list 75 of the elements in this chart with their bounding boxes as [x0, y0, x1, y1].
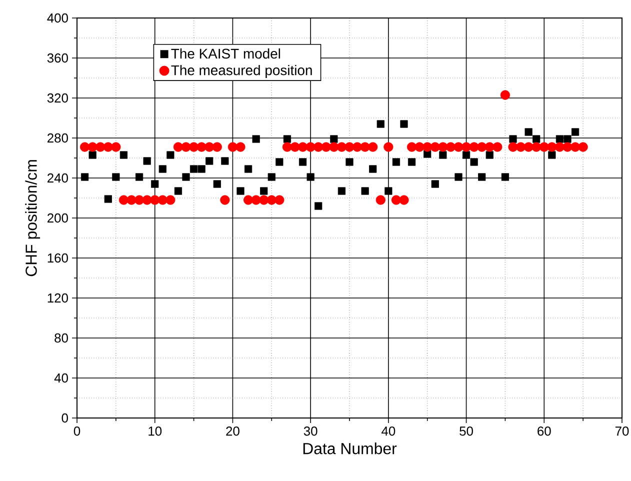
x-tick-label: 20	[226, 426, 240, 436]
y-tick-label: 200	[48, 213, 68, 223]
x-tick-label: 0	[74, 426, 80, 436]
point	[221, 157, 229, 165]
point	[213, 180, 221, 188]
x-tick-label: 70	[615, 426, 629, 436]
y-tick-label: 400	[47, 13, 68, 23]
point	[330, 135, 338, 143]
point	[548, 151, 556, 159]
point	[80, 173, 89, 181]
point	[361, 187, 369, 195]
y-tick-label: 160	[48, 253, 68, 263]
point	[306, 173, 314, 181]
x-tick-label: 60	[538, 426, 551, 436]
point	[346, 158, 354, 166]
point	[564, 135, 572, 143]
point	[88, 151, 96, 159]
point	[532, 135, 540, 143]
point	[135, 173, 144, 181]
point	[369, 165, 377, 173]
point	[244, 165, 252, 173]
point	[478, 173, 486, 181]
x-tick-label: 50	[460, 426, 473, 436]
y-tick-label: 280	[48, 133, 68, 143]
legend-label: The KAIST model	[171, 48, 280, 59]
point	[454, 173, 462, 181]
y-tick-label: 40	[54, 373, 68, 383]
point	[556, 135, 564, 143]
y-axis-title: CHF position/cm	[25, 160, 40, 276]
point	[166, 151, 174, 159]
point	[174, 187, 182, 195]
point	[206, 157, 214, 165]
point	[408, 158, 416, 166]
point	[268, 173, 276, 181]
point	[260, 187, 268, 195]
y-tick-label: 240	[48, 173, 68, 183]
point	[104, 195, 112, 203]
x-axis-title: Data Number	[303, 442, 397, 454]
point	[143, 157, 151, 165]
point	[112, 173, 120, 181]
point	[462, 151, 470, 159]
y-tick-label: 120	[48, 293, 68, 303]
point	[400, 120, 408, 128]
point	[384, 187, 392, 195]
x-tick-label: 40	[382, 426, 396, 436]
point	[120, 151, 128, 159]
point	[376, 120, 384, 128]
point	[338, 187, 346, 195]
y-tick-label: 80	[54, 333, 68, 343]
point	[252, 135, 260, 143]
point	[182, 173, 190, 181]
point	[509, 135, 517, 143]
point	[151, 180, 159, 188]
x-tick-label: 30	[304, 426, 318, 436]
y-tick-label: 0	[62, 413, 68, 423]
point	[524, 128, 532, 136]
point	[190, 165, 198, 173]
point	[486, 151, 494, 159]
point	[501, 173, 510, 181]
legend-label: The measured position	[171, 64, 312, 78]
point	[314, 202, 322, 210]
point	[236, 187, 244, 195]
point	[276, 158, 284, 166]
point	[283, 135, 292, 143]
point	[431, 180, 439, 188]
y-tick-label: 320	[47, 93, 68, 103]
point	[571, 128, 580, 136]
y-tick-label: 360	[47, 53, 68, 63]
point	[158, 165, 166, 173]
point	[198, 165, 206, 173]
point	[439, 151, 447, 159]
point	[392, 158, 400, 166]
point	[470, 158, 478, 166]
x-tick-label: 10	[148, 426, 162, 436]
point	[298, 158, 307, 166]
